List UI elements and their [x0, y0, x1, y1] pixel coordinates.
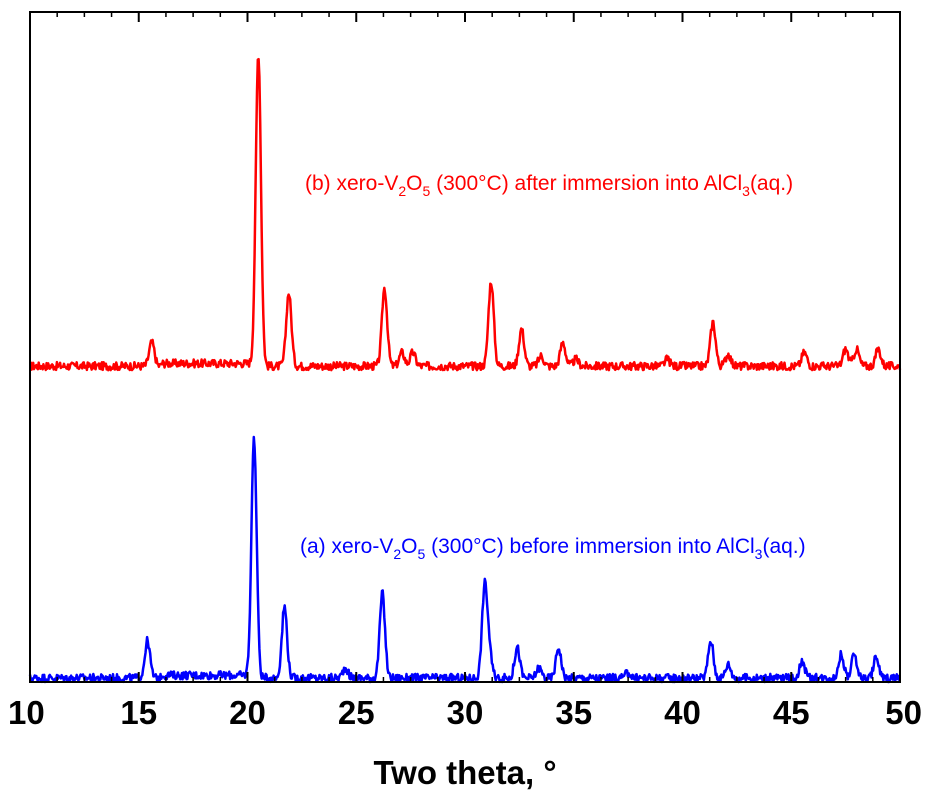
x-axis-title: Two theta, °	[373, 754, 556, 791]
annotation-label: (b) xero-V2O5 (300°C) after immersion in…	[305, 172, 793, 199]
plot-frame	[29, 11, 901, 683]
annotation-part: (b) xero-V	[305, 172, 398, 195]
subscript: 5	[418, 546, 426, 562]
subscript: 3	[742, 183, 750, 199]
annotation-part: O	[406, 172, 422, 195]
x-axis-ticks: 10 15 20 25 30 35 40 45 50	[8, 12, 922, 731]
annotation-part: (300°C) before immersion into AlCl	[425, 535, 754, 558]
x-tick-label: 25	[338, 694, 375, 731]
x-tick-label: 10	[8, 694, 45, 731]
annotation-part: (aq.)	[750, 172, 793, 195]
annotation-part: (aq.)	[762, 535, 805, 558]
series-line	[29, 57, 902, 372]
annotation-part: O	[401, 535, 417, 558]
x-tick-label: 30	[447, 694, 484, 731]
subscript: 2	[393, 546, 401, 562]
x-tick-label: 45	[773, 694, 810, 731]
annotation-label: (a) xero-V2O5 (300°C) before immersion i…	[300, 535, 806, 562]
x-tick-label: 15	[120, 694, 157, 731]
x-tick-label: 35	[555, 694, 592, 731]
annotation-part: (a) xero-V	[300, 535, 393, 558]
x-tick-label: 20	[229, 694, 266, 731]
x-tick-label: 40	[664, 694, 701, 731]
annotations: (b) xero-V2O5 (300°C) after immersion in…	[300, 172, 806, 562]
series-traces	[28, 57, 902, 684]
subscript: 2	[398, 183, 406, 199]
x-tick-label: 50	[885, 694, 922, 731]
subscript: 3	[755, 546, 763, 562]
series-line	[28, 435, 901, 684]
annotation-part: (300°C) after immersion into AlCl	[430, 172, 742, 195]
subscript: 5	[423, 183, 431, 199]
